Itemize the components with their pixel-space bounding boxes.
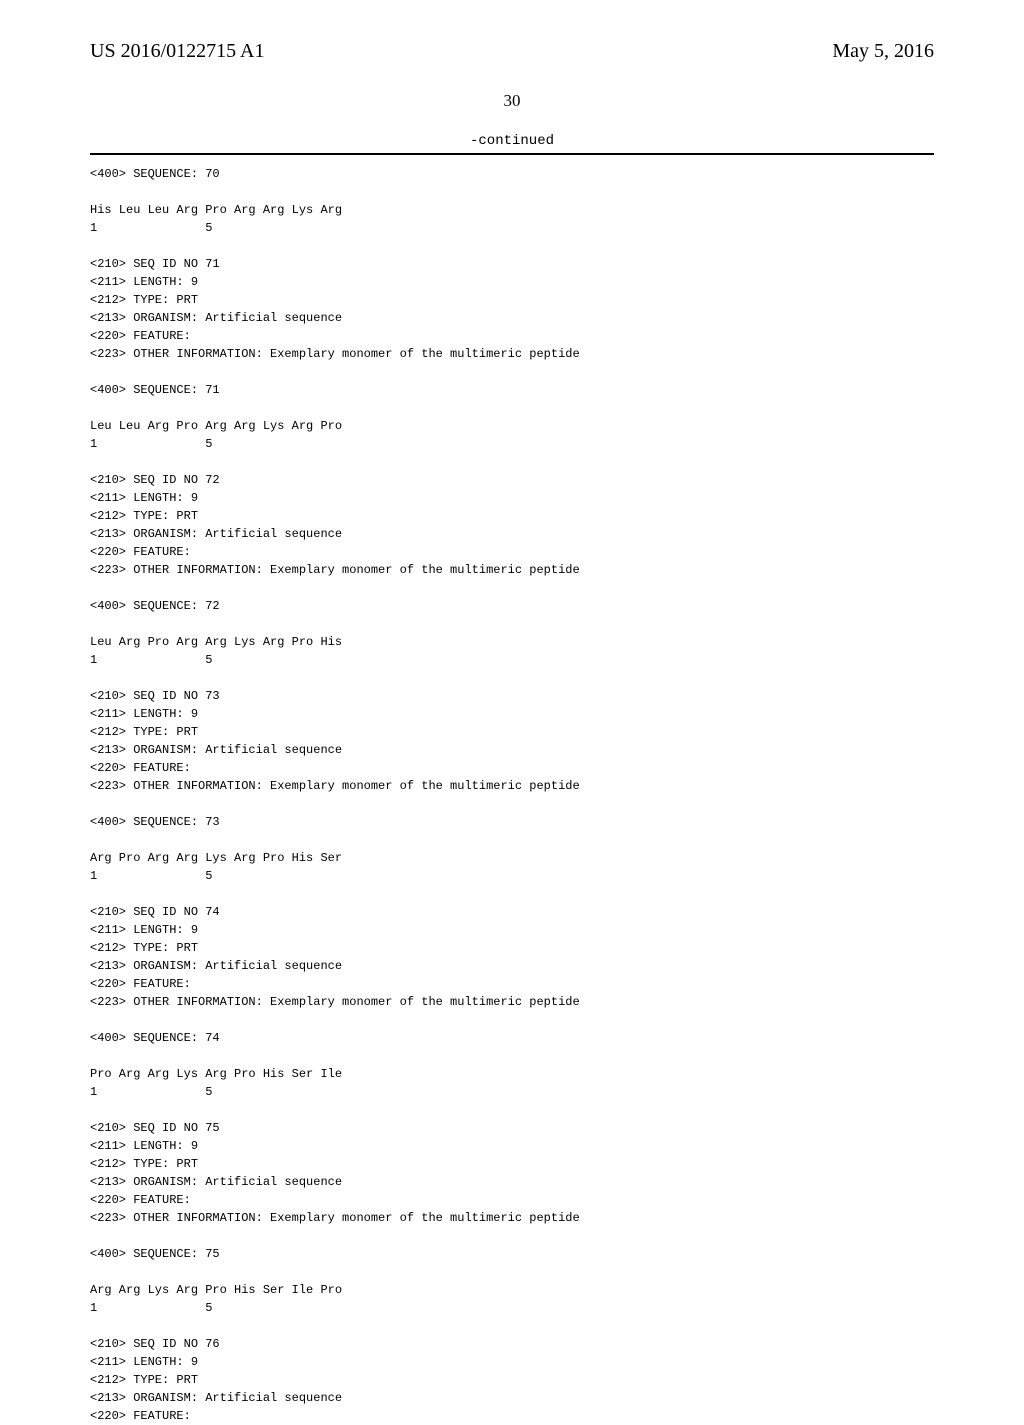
listing-block: Leu Leu Arg Pro Arg Arg Lys Arg Pro 1 5 — [90, 417, 934, 453]
listing-block: <400> SEQUENCE: 74 — [90, 1029, 934, 1047]
listing-block: Pro Arg Arg Lys Arg Pro His Ser Ile 1 5 — [90, 1065, 934, 1101]
rule-top — [90, 153, 934, 155]
listing-block: <400> SEQUENCE: 71 — [90, 381, 934, 399]
listing-block: <400> SEQUENCE: 73 — [90, 813, 934, 831]
listing-block: <210> SEQ ID NO 74 <211> LENGTH: 9 <212>… — [90, 903, 934, 1011]
listing-block: Leu Arg Pro Arg Arg Lys Arg Pro His 1 5 — [90, 633, 934, 669]
listing-block: <210> SEQ ID NO 71 <211> LENGTH: 9 <212>… — [90, 255, 934, 363]
listing-block: Arg Pro Arg Arg Lys Arg Pro His Ser 1 5 — [90, 849, 934, 885]
document-header: US 2016/0122715 A1 May 5, 2016 — [90, 40, 934, 63]
listing-block: Arg Arg Lys Arg Pro His Ser Ile Pro 1 5 — [90, 1281, 934, 1317]
listing-block: <400> SEQUENCE: 75 — [90, 1245, 934, 1263]
publication-date: May 5, 2016 — [832, 40, 934, 63]
continued-label: -continued — [90, 133, 934, 149]
listing-block: <210> SEQ ID NO 75 <211> LENGTH: 9 <212>… — [90, 1119, 934, 1227]
listing-block: <400> SEQUENCE: 72 — [90, 597, 934, 615]
listing-block: <210> SEQ ID NO 76 <211> LENGTH: 9 <212>… — [90, 1335, 934, 1425]
listing-block: <210> SEQ ID NO 72 <211> LENGTH: 9 <212>… — [90, 471, 934, 579]
page-number: 30 — [90, 91, 934, 111]
sequence-listing: <400> SEQUENCE: 70 His Leu Leu Arg Pro Ar… — [90, 165, 934, 1425]
listing-block: <400> SEQUENCE: 70 — [90, 165, 934, 183]
publication-number: US 2016/0122715 A1 — [90, 40, 264, 63]
listing-block: <210> SEQ ID NO 73 <211> LENGTH: 9 <212>… — [90, 687, 934, 795]
listing-block: His Leu Leu Arg Pro Arg Arg Lys Arg 1 5 — [90, 201, 934, 237]
